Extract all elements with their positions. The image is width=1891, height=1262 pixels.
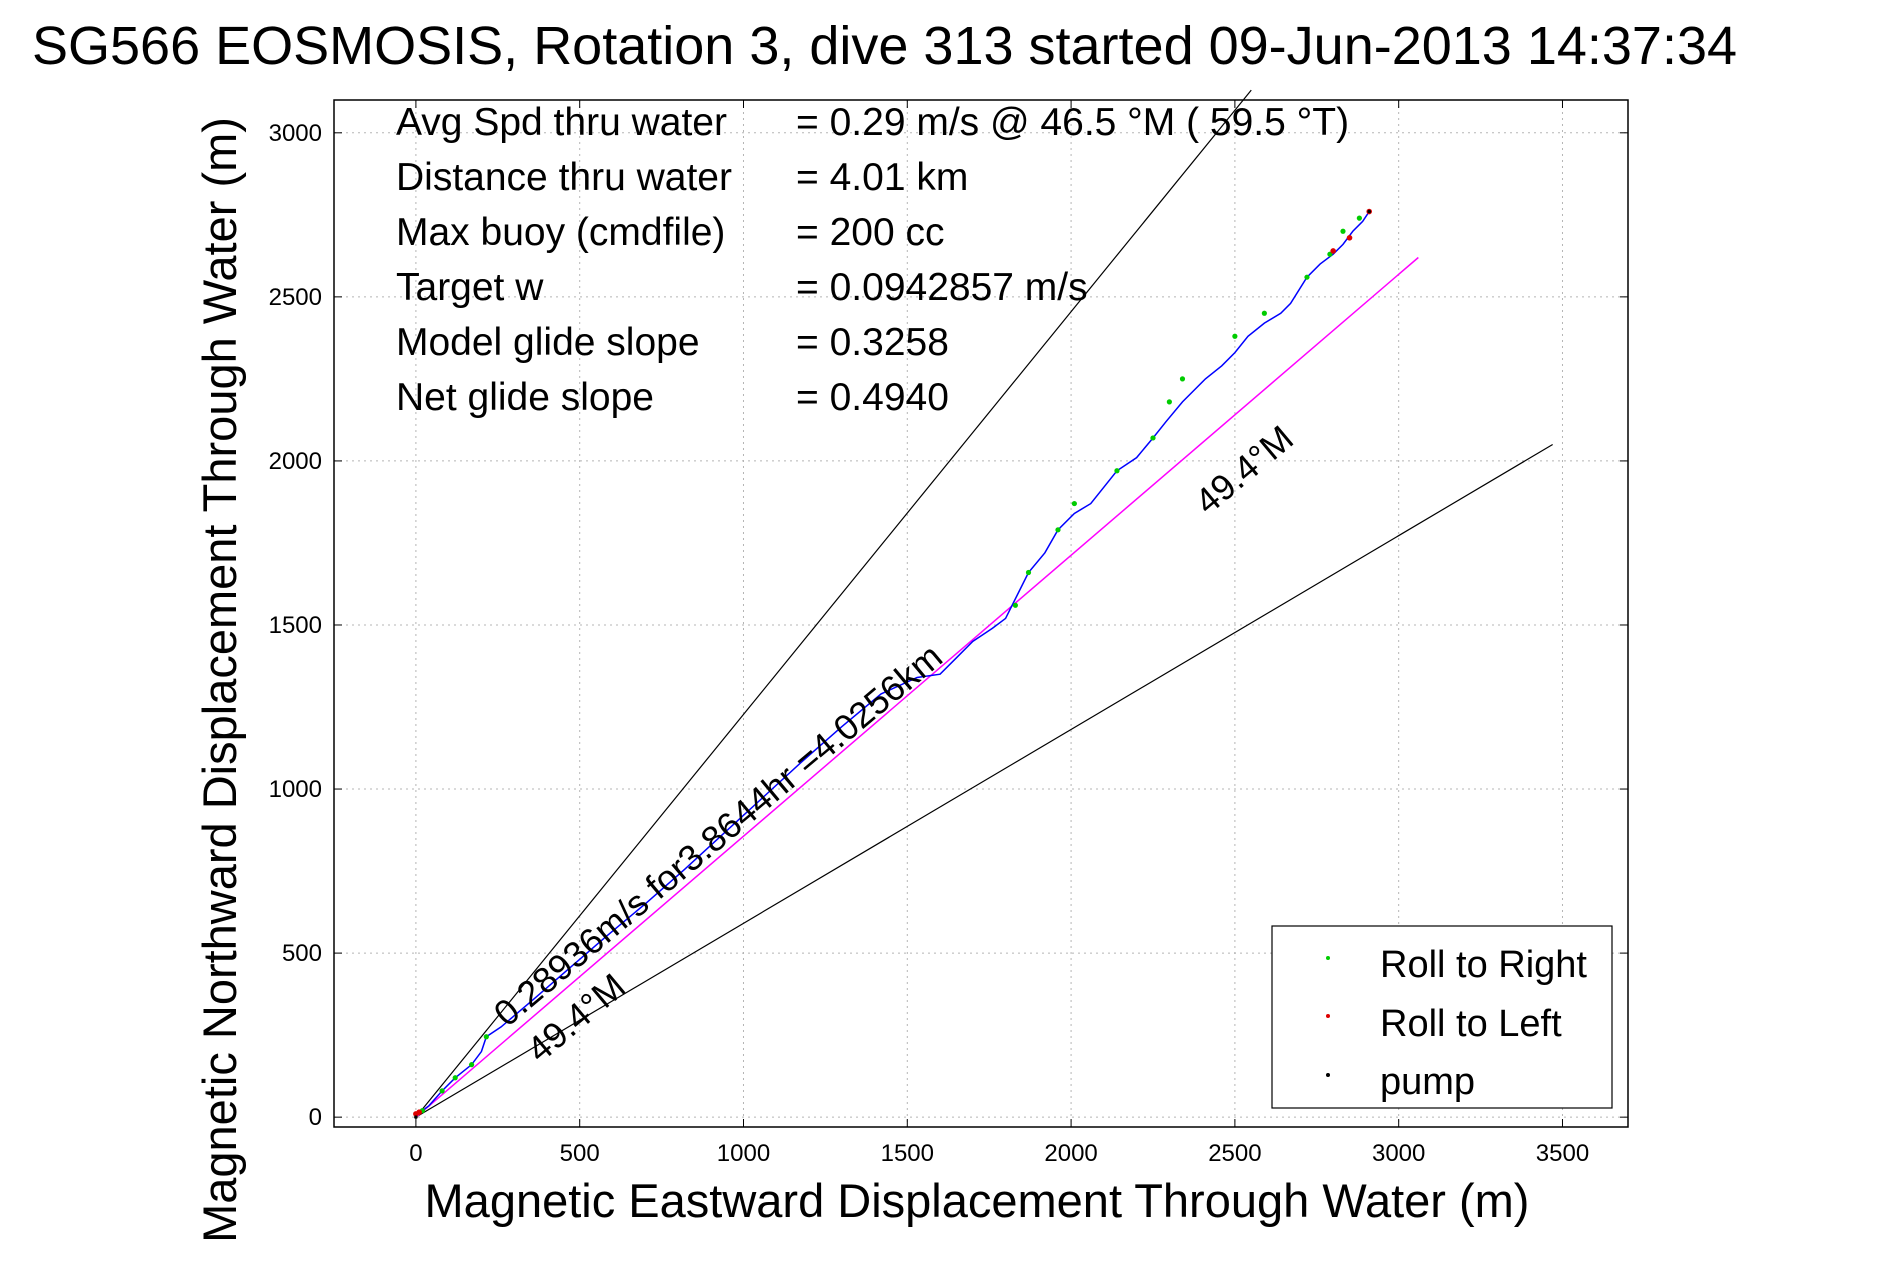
y-tick-label: 0 — [309, 1104, 322, 1131]
roll-left-marker — [1346, 235, 1353, 241]
roll-right-marker — [1356, 215, 1362, 221]
x-tick-label: 500 — [560, 1140, 600, 1167]
x-tick-label: 0 — [409, 1140, 422, 1167]
y-axis-label: Magnetic Northward Displacement Through … — [193, 117, 246, 1243]
x-tick-label: 1500 — [881, 1140, 934, 1167]
info-value: = 0.3258 — [796, 321, 949, 364]
x-tick-label: 3500 — [1536, 1140, 1589, 1167]
info-value: = 4.01 km — [796, 156, 968, 199]
envelope-lower-line — [415, 444, 1553, 1118]
y-axis-ticks: 0 500 1000 1500 2000 2500 3000 — [269, 120, 1628, 1131]
envelope-lines — [415, 89, 1553, 1118]
roll-right-marker — [468, 1062, 475, 1068]
info-value: = 0.0942857 m/s — [796, 266, 1088, 309]
roll-right-marker — [1340, 228, 1346, 234]
y-tick-label: 3000 — [269, 120, 322, 147]
y-tick-label: 2500 — [269, 284, 322, 311]
info-label: Net glide slope — [396, 376, 654, 419]
info-label: Avg Spd thru water — [396, 101, 727, 144]
info-label: Target w — [396, 266, 544, 309]
legend: Roll to Right Roll to Left pump — [1271, 925, 1613, 1109]
roll-right-marker — [1071, 500, 1077, 507]
roll-right-marker — [1179, 376, 1186, 382]
roll-right-marker — [452, 1075, 458, 1081]
roll-right-marker — [483, 1034, 489, 1040]
legend-marker-pump — [1326, 1073, 1330, 1077]
info-value: = 0.4940 — [796, 376, 949, 419]
roll-right-marker — [1055, 527, 1061, 533]
roll-left-marker — [416, 1109, 422, 1116]
chart-title: SG566 EOSMOSIS, Rotation 3, dive 313 sta… — [32, 16, 1737, 76]
roll-right-marker — [1114, 468, 1120, 474]
x-tick-label: 1000 — [717, 1140, 770, 1167]
x-axis-ticks: 0 500 1000 1500 2000 2500 3000 3500 — [409, 100, 1589, 1167]
envelope-upper-line — [415, 89, 1252, 1118]
info-value: = 0.29 m/s @ 46.5 °M ( 59.5 °T) — [796, 101, 1349, 144]
pump-marker — [1367, 209, 1371, 214]
legend-label-roll-left: Roll to Left — [1380, 1003, 1562, 1045]
legend-label-roll-right: Roll to Right — [1380, 944, 1587, 986]
track-line — [415, 211, 1370, 1115]
plot-area-frame — [333, 99, 1629, 1128]
x-axis-label: Magnetic Eastward Displacement Through W… — [425, 1174, 1530, 1227]
x-tick-label: 3000 — [1372, 1140, 1425, 1167]
roll-left-marker — [1330, 248, 1336, 254]
pump-marker — [414, 1115, 418, 1119]
info-label: Max buoy (cmdfile) — [396, 211, 725, 254]
info-label: Model glide slope — [396, 321, 700, 364]
roll-right-marker — [1232, 333, 1238, 339]
x-tick-label: 2500 — [1208, 1140, 1261, 1167]
roll-right-marker — [439, 1088, 445, 1094]
roll-right-marker — [1150, 435, 1156, 441]
info-panel: Avg Spd thru water = 0.29 m/s @ 46.5 °M (… — [396, 101, 1349, 419]
roll-markers — [413, 208, 1372, 1119]
y-tick-label: 1500 — [269, 612, 322, 639]
y-tick-label: 2000 — [269, 448, 322, 475]
y-tick-label: 1000 — [269, 776, 322, 803]
roll-right-marker — [1261, 310, 1267, 316]
roll-right-marker — [1012, 602, 1018, 608]
roll-right-marker — [1025, 569, 1032, 576]
legend-marker-roll-right — [1326, 956, 1330, 960]
info-label: Distance thru water — [396, 156, 732, 199]
roll-right-marker — [1304, 274, 1310, 280]
legend-marker-roll-left — [1326, 1014, 1330, 1018]
legend-label-pump: pump — [1380, 1061, 1475, 1103]
x-tick-label: 2000 — [1044, 1140, 1097, 1167]
course-line — [415, 256, 1419, 1118]
info-value: = 200 cc — [796, 211, 945, 254]
roll-right-marker — [1166, 399, 1172, 405]
y-tick-label: 500 — [282, 940, 322, 967]
